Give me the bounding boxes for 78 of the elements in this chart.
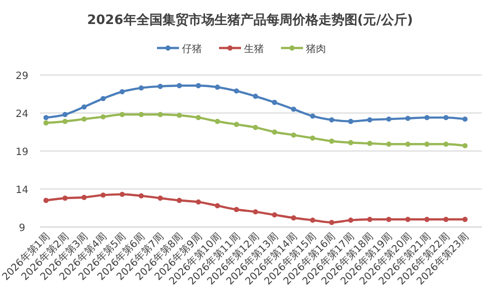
point: [367, 216, 372, 222]
point: [252, 124, 258, 130]
point: [43, 114, 49, 120]
point: [100, 192, 106, 198]
point: [272, 129, 278, 135]
point: [176, 198, 182, 203]
point: [100, 114, 106, 120]
point: [252, 94, 258, 99]
point: [196, 199, 201, 205]
point: [329, 220, 334, 226]
point: [62, 112, 68, 118]
point: [443, 114, 449, 120]
point: [405, 142, 410, 147]
point: [81, 116, 87, 122]
point: [290, 215, 296, 220]
point: [252, 209, 258, 214]
point: [196, 114, 201, 120]
point: [120, 89, 125, 94]
point: [310, 113, 316, 119]
point: [234, 122, 240, 127]
point: [290, 132, 296, 138]
point: [138, 112, 144, 118]
point: [81, 104, 87, 110]
chart-title: 2026年全国集贸市场生猪产品每周价格走势图(元/公斤): [87, 12, 413, 28]
point: [424, 142, 430, 147]
y-tick-label: 19: [16, 147, 28, 158]
point: [443, 142, 449, 147]
point: [214, 118, 220, 124]
point: [443, 216, 449, 222]
point: [386, 142, 392, 147]
point: [214, 203, 220, 208]
point: [367, 117, 372, 122]
point: [81, 194, 87, 200]
point: [290, 106, 296, 112]
point: [120, 112, 125, 118]
point: [158, 112, 163, 118]
point: [196, 83, 201, 88]
legend-label: 生猪: [244, 43, 264, 55]
point: [348, 140, 354, 146]
point: [214, 84, 220, 90]
point: [272, 100, 278, 105]
point: [462, 216, 468, 222]
point: [462, 143, 468, 148]
point: [176, 112, 182, 118]
point: [62, 118, 68, 124]
point: [405, 116, 410, 121]
point: [120, 192, 125, 197]
point: [62, 196, 68, 201]
y-tick-label: 14: [16, 185, 28, 196]
point: [272, 212, 278, 218]
point: [386, 116, 392, 122]
point: [43, 198, 49, 203]
point: [138, 85, 144, 91]
legend-label: 仔猪: [182, 43, 202, 55]
point: [310, 218, 316, 223]
point: [424, 114, 430, 120]
point: [158, 84, 163, 89]
point: [348, 118, 354, 124]
point: [176, 83, 182, 88]
y-tick-label: 29: [16, 71, 28, 82]
point: [158, 196, 163, 201]
point: [367, 140, 372, 146]
point: [138, 193, 144, 198]
point: [234, 206, 240, 212]
point: [462, 116, 468, 122]
point: [43, 120, 49, 126]
point: [329, 117, 334, 122]
point: [405, 216, 410, 222]
point: [424, 216, 430, 222]
y-tick-label: 24: [16, 109, 28, 120]
point: [100, 96, 106, 102]
point: [310, 135, 316, 141]
legend-label: 猪肉: [306, 43, 326, 55]
point: [234, 88, 240, 94]
y-tick-label: 9: [18, 223, 26, 234]
point: [329, 138, 334, 144]
point: [386, 216, 392, 222]
point: [348, 218, 354, 223]
